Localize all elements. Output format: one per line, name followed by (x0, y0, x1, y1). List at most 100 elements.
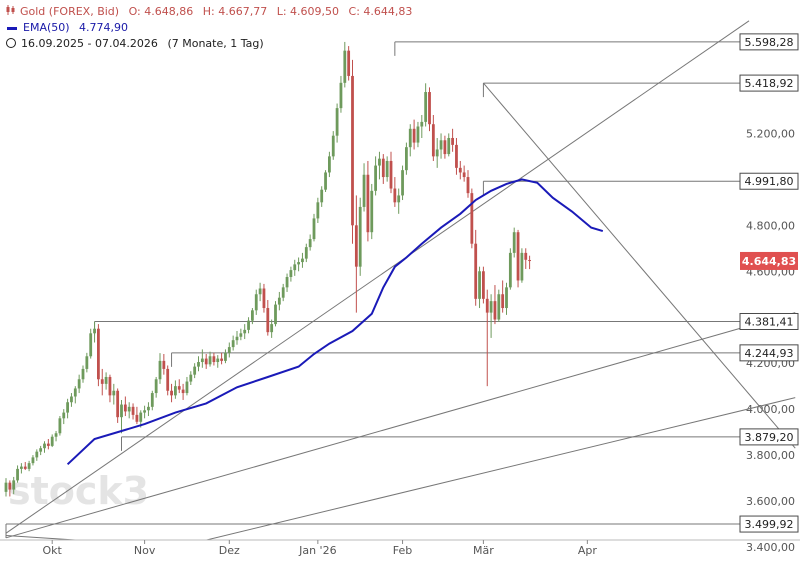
candle-body (312, 218, 316, 240)
candle-body (474, 243, 478, 299)
candle-body (393, 188, 397, 203)
candle-body (281, 287, 285, 298)
candle-body (212, 356, 216, 363)
ema-label: EMA(50) (23, 21, 70, 34)
candle-body (120, 404, 123, 418)
candle-body (135, 414, 139, 422)
candle-body (374, 165, 377, 191)
candle-body (35, 451, 39, 458)
candle-body (12, 480, 16, 490)
candle-body (150, 393, 154, 407)
candle-body (193, 366, 197, 375)
clock-icon (6, 38, 16, 48)
instrument-name: Gold (FOREX, Bid) (20, 5, 120, 18)
candle-body (104, 376, 108, 384)
candle-body (339, 82, 343, 109)
candle-body (58, 418, 62, 434)
candle-body (285, 277, 289, 288)
candle-body (166, 368, 170, 391)
level-label: 3.879,20 (745, 431, 794, 444)
candle-body (189, 374, 193, 382)
candle-body (401, 170, 404, 196)
candle-body (324, 172, 327, 190)
candle-body (385, 160, 389, 178)
candle-body (131, 406, 135, 415)
candle-body (343, 50, 347, 83)
candle-body (362, 174, 366, 207)
candle-body (139, 412, 143, 422)
candle-body (4, 482, 8, 492)
candle-body (143, 410, 146, 413)
level-box (739, 33, 799, 51)
candle-body (524, 252, 528, 260)
candle-body (262, 288, 266, 309)
candle-body (378, 158, 381, 166)
candle-body (70, 396, 73, 403)
candle-body (54, 433, 58, 437)
candle-body (439, 140, 443, 150)
candle-body (516, 232, 520, 281)
candle-body (177, 386, 181, 390)
candle-body (354, 225, 358, 267)
x-tick-label: Apr (578, 544, 598, 557)
candle-body (347, 50, 351, 76)
candle-body (23, 466, 27, 469)
candle-body (243, 329, 247, 334)
candle-body (277, 297, 281, 305)
trendline (5, 312, 796, 539)
candle-body (208, 356, 212, 365)
y-tick-label: 3.800,00 (746, 449, 795, 462)
candle-body (328, 156, 331, 173)
candle-body (85, 356, 89, 369)
candle-body (424, 92, 428, 122)
level-box (739, 428, 799, 446)
candle-body (116, 390, 120, 418)
level-box (739, 172, 799, 190)
candle-body (351, 75, 354, 226)
candle-body (358, 206, 362, 267)
candle-body (158, 360, 162, 380)
candle-body (77, 379, 81, 389)
current-price-box (740, 251, 798, 270)
candle-body (174, 386, 177, 396)
current-price-label: 4.644,83 (742, 255, 796, 268)
trendline (5, 20, 750, 534)
candle-body (455, 144, 458, 168)
candle-body (435, 149, 439, 157)
x-tick-label: Okt (43, 544, 63, 557)
candle-body (428, 92, 431, 125)
candle-body (235, 336, 239, 341)
candle-body (497, 294, 501, 320)
candle-body (39, 448, 43, 452)
candle-body (478, 271, 481, 299)
date-range: 16.09.2025 - 07.04.2026 (21, 37, 158, 50)
candle-body (485, 298, 489, 313)
candle-body (224, 352, 227, 361)
candle-body (258, 288, 262, 295)
candle-body (200, 358, 204, 363)
level-label: 5.418,92 (745, 77, 794, 90)
candle-body (31, 457, 35, 464)
candle-body (20, 466, 23, 469)
candle-body (170, 390, 173, 396)
ema-value: 4.774,90 (79, 21, 129, 34)
close-value: C: 4.644,83 (348, 5, 413, 18)
y-tick-label: 4.000,00 (746, 403, 795, 416)
candle-body (251, 310, 254, 321)
candle-body (8, 482, 12, 490)
x-tick-label: Dez (219, 544, 240, 557)
ema-swatch (7, 26, 17, 30)
candle-body (185, 381, 189, 394)
candle-body (408, 128, 412, 148)
candle-body (239, 333, 243, 337)
candle-body (181, 389, 185, 394)
candle-body (335, 108, 339, 136)
candle-body (520, 252, 524, 281)
level-box (739, 515, 799, 533)
candle-body (443, 140, 447, 155)
candle-body (505, 287, 508, 309)
candles-group (4, 41, 531, 497)
candle-body (231, 340, 235, 348)
